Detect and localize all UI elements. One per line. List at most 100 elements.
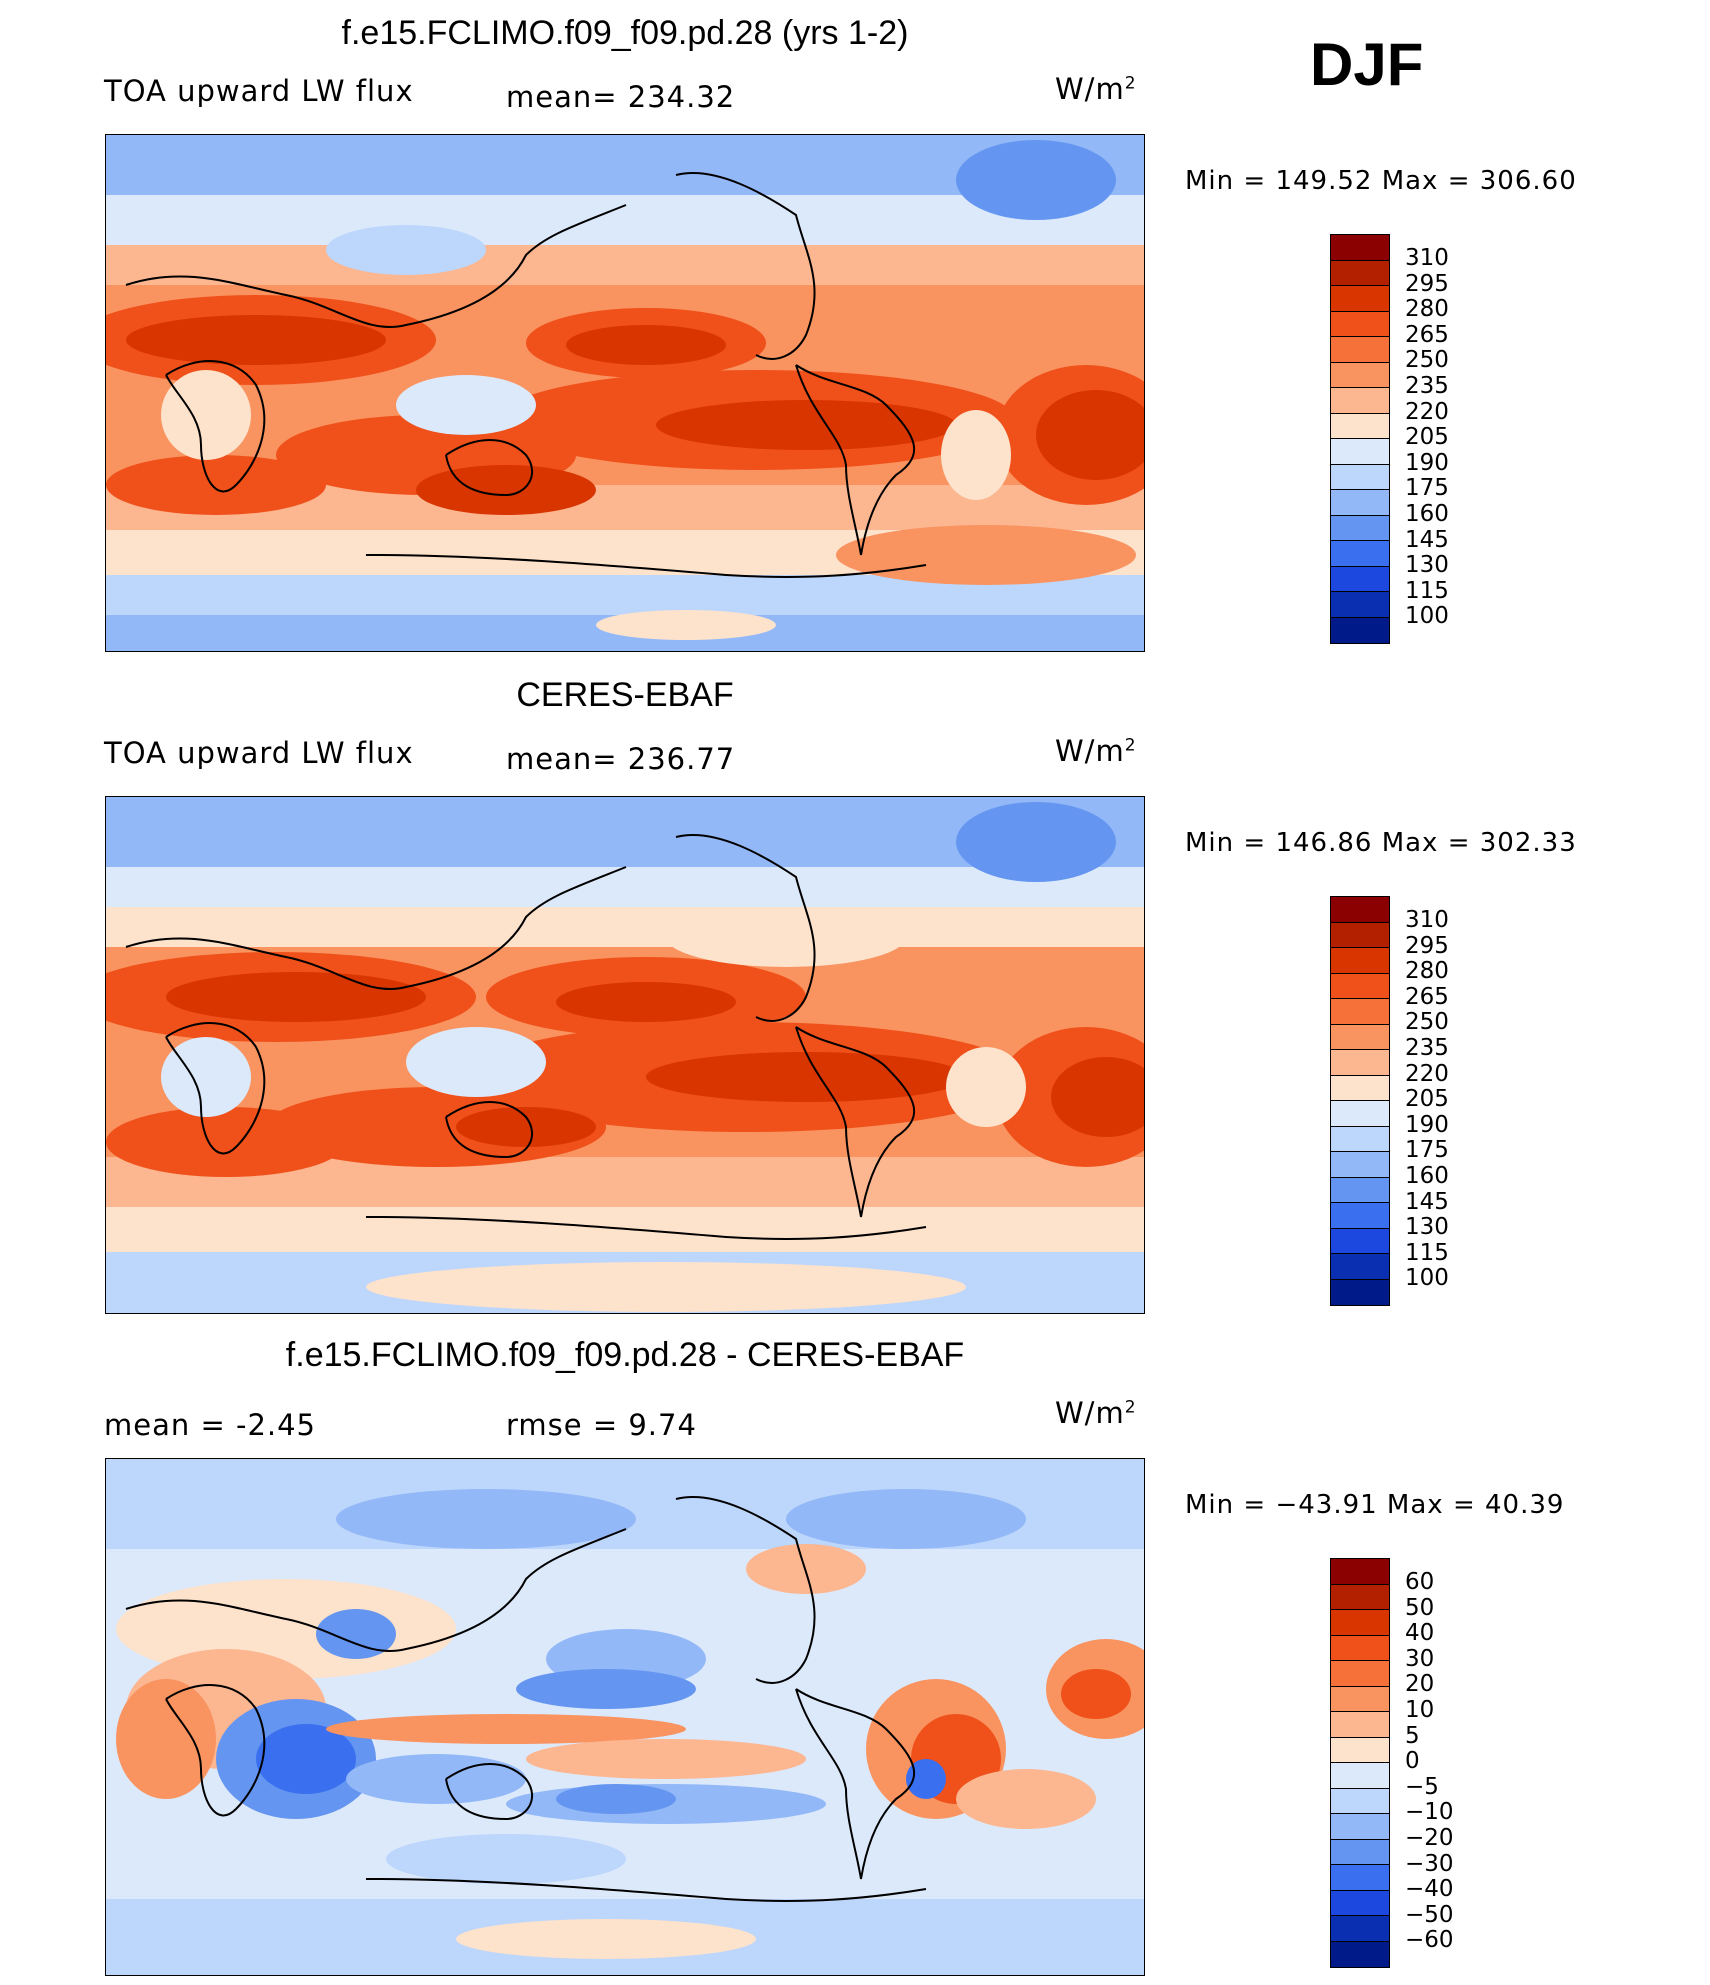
flux-colorbar-swatch	[1331, 541, 1389, 567]
flux-colorbar-swatch	[1331, 1228, 1389, 1254]
diff-colorbar-tick-label: −30	[1405, 1850, 1454, 1877]
flux-colorbar-tick-label: 265	[1405, 321, 1449, 348]
flux-colorbar-tick-label: 190	[1405, 449, 1449, 476]
panel-3-units: W/m2	[1055, 1396, 1137, 1430]
diff-colorbar-swatch	[1331, 1584, 1389, 1610]
diff-colorbar-swatch	[1331, 1712, 1389, 1738]
diff-colorbar-swatch	[1331, 1839, 1389, 1865]
diff-colorbar-swatch	[1331, 1661, 1389, 1687]
season-label: DJF	[1310, 31, 1424, 98]
diff-colorbar-tick-label: 50	[1405, 1594, 1435, 1621]
flux-colorbar-swatch	[1331, 490, 1389, 516]
flux-colorbar-tick-label: 130	[1405, 552, 1449, 579]
flux-colorbar-tick-label: 160	[1405, 500, 1449, 527]
panel-2-colorbar	[1330, 896, 1390, 1306]
flux-colorbar-swatch	[1331, 1203, 1389, 1229]
panel-2-map	[105, 796, 1145, 1314]
flux-colorbar-tick-label: 115	[1405, 577, 1449, 604]
diff-colorbar-swatch	[1331, 1865, 1389, 1891]
flux-colorbar-swatch	[1331, 566, 1389, 592]
diff-colorbar-swatch	[1331, 1788, 1389, 1814]
panel-1-map	[105, 134, 1145, 652]
flux-colorbar-swatch	[1331, 388, 1389, 414]
panel-3-mean-label: mean = -2.45	[104, 1408, 317, 1442]
panel-2-title: CERES-EBAF	[516, 676, 734, 714]
coastlines	[125, 172, 927, 578]
flux-colorbar-tick-label: 175	[1405, 1137, 1449, 1164]
diff-colorbar-tick-label: −10	[1405, 1799, 1454, 1826]
coastlines	[125, 1496, 927, 1902]
flux-colorbar-tick-label: 175	[1405, 475, 1449, 502]
diff-colorbar-swatch	[1331, 1763, 1389, 1789]
flux-colorbar-tick-label: 145	[1405, 526, 1449, 553]
diff-colorbar-tick-label: 10	[1405, 1696, 1435, 1723]
flux-colorbar-tick-label: 145	[1405, 1188, 1449, 1215]
panel-3-colorbar-labels: 60 50 40 30 20 10 5 0 −5 −10 −20 −30 −40 −50 −60	[1405, 1569, 1454, 1954]
flux-colorbar-swatch	[1331, 973, 1389, 999]
flux-colorbar-swatch	[1331, 413, 1389, 439]
difference-field	[106, 1459, 1144, 1975]
diff-colorbar-tick-label: −60	[1405, 1927, 1454, 1954]
flux-colorbar-swatch	[1331, 235, 1389, 261]
flux-colorbar-swatch	[1331, 1024, 1389, 1050]
flux-colorbar-swatch	[1331, 1050, 1389, 1076]
panel-1-colorbar	[1330, 234, 1390, 644]
panel-2-colorbar-labels: 310 295 280 265 250 235 220 205 190 175 160 145 130 1…	[1405, 907, 1449, 1292]
flux-colorbar-swatch	[1331, 362, 1389, 388]
diff-colorbar-tick-label: −40	[1405, 1876, 1454, 1903]
panel-3-colorbar	[1330, 1558, 1390, 1968]
flux-colorbar-tick-label: 235	[1405, 1034, 1449, 1061]
panel-3-rmse-label: rmse = 9.74	[506, 1408, 697, 1442]
flux-colorbar-tick-label: 295	[1405, 932, 1449, 959]
model-flux-field	[106, 135, 1144, 651]
panel-2-variable-label: TOA upward LW flux	[104, 736, 414, 770]
flux-colorbar-swatch	[1331, 922, 1389, 948]
diff-colorbar-tick-label: 40	[1405, 1620, 1435, 1647]
diff-colorbar-swatch	[1331, 1941, 1389, 1967]
diff-colorbar-tick-label: 5	[1405, 1722, 1420, 1749]
diff-colorbar-swatch	[1331, 1686, 1389, 1712]
diff-colorbar-swatch	[1331, 1737, 1389, 1763]
flux-colorbar-tick-label: 220	[1405, 398, 1449, 425]
flux-colorbar-tick-label: 190	[1405, 1111, 1449, 1138]
flux-colorbar-swatch	[1331, 897, 1389, 923]
flux-colorbar-tick-label: 280	[1405, 958, 1449, 985]
flux-colorbar-tick-label: 250	[1405, 1009, 1449, 1036]
panel-1-mean-label: mean= 234.32	[506, 80, 736, 114]
flux-colorbar-swatch	[1331, 999, 1389, 1025]
flux-colorbar-tick-label: 205	[1405, 424, 1449, 451]
diff-colorbar-tick-label: −5	[1405, 1773, 1439, 1800]
flux-colorbar-tick-label: 115	[1405, 1239, 1449, 1266]
flux-colorbar-tick-label: 220	[1405, 1060, 1449, 1087]
flux-colorbar-tick-label: 280	[1405, 296, 1449, 323]
flux-colorbar-tick-label: 265	[1405, 983, 1449, 1010]
panel-3-minmax: Min = −43.91 Max = 40.39	[1185, 1490, 1565, 1520]
diff-colorbar-tick-label: 30	[1405, 1645, 1435, 1672]
flux-colorbar-swatch	[1331, 948, 1389, 974]
flux-colorbar-swatch	[1331, 515, 1389, 541]
diff-colorbar-swatch	[1331, 1559, 1389, 1585]
flux-colorbar-swatch	[1331, 1152, 1389, 1178]
flux-colorbar-swatch	[1331, 1279, 1389, 1305]
diff-colorbar-tick-label: 0	[1405, 1748, 1420, 1775]
flux-colorbar-swatch	[1331, 260, 1389, 286]
diff-colorbar-tick-label: −50	[1405, 1901, 1454, 1928]
flux-colorbar-tick-label: 235	[1405, 372, 1449, 399]
flux-colorbar-swatch	[1331, 439, 1389, 465]
flux-colorbar-swatch	[1331, 592, 1389, 618]
diff-colorbar-tick-label: −20	[1405, 1824, 1454, 1851]
flux-colorbar-swatch	[1331, 464, 1389, 490]
flux-colorbar-tick-label: 100	[1405, 1265, 1449, 1292]
flux-colorbar-tick-label: 310	[1405, 245, 1449, 271]
flux-colorbar-tick-label: 130	[1405, 1214, 1449, 1241]
panel-1-minmax: Min = 149.52 Max = 306.60	[1185, 166, 1577, 196]
panel-3-map	[105, 1458, 1145, 1976]
panel-1-title: f.e15.FCLIMO.f09_f09.pd.28 (yrs 1-2)	[341, 14, 909, 52]
flux-colorbar-tick-label: 295	[1405, 270, 1449, 297]
diff-colorbar-swatch	[1331, 1916, 1389, 1942]
coastlines	[125, 834, 927, 1240]
diff-colorbar-swatch	[1331, 1814, 1389, 1840]
flux-colorbar-swatch	[1331, 1075, 1389, 1101]
diff-colorbar-swatch	[1331, 1890, 1389, 1916]
panel-1-variable-label: TOA upward LW flux	[104, 74, 414, 108]
